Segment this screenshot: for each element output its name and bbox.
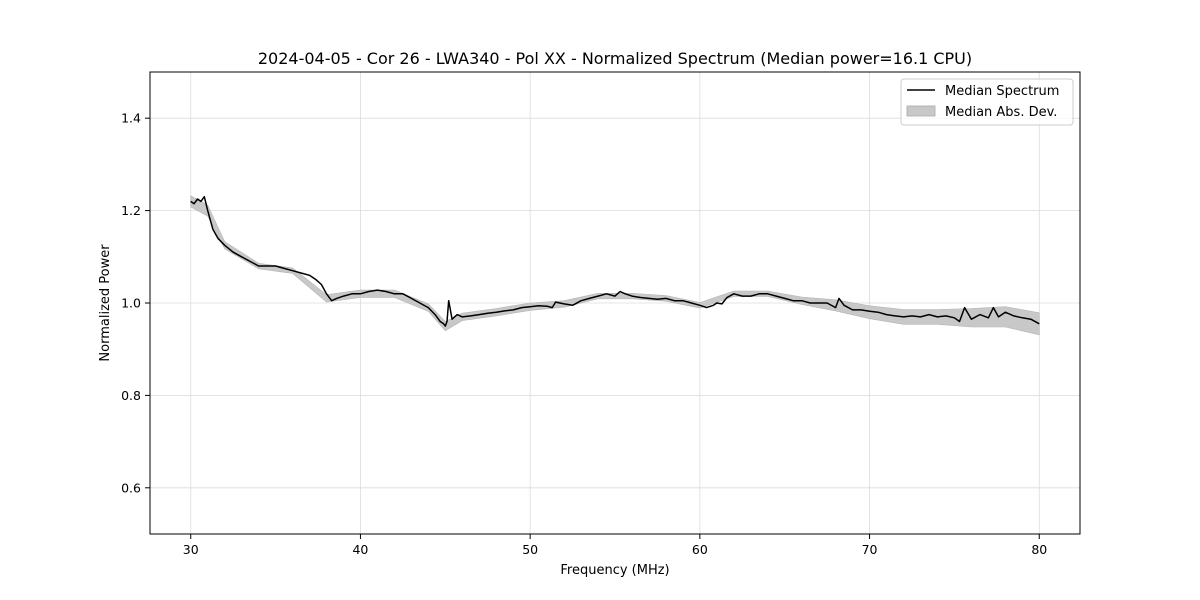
x-tick-label: 60 [692, 542, 708, 557]
y-tick-label: 1.4 [121, 111, 141, 126]
y-tick-label: 1.2 [121, 203, 141, 218]
x-ticks: 30 40 50 60 70 80 [183, 534, 1047, 557]
x-tick-label: 30 [183, 542, 199, 557]
y-tick-label: 1.0 [121, 296, 141, 311]
chart-title: 2024-04-05 - Cor 26 - LWA340 - Pol XX - … [258, 49, 972, 68]
y-axis-label: Normalized Power [98, 244, 113, 362]
legend: Median Spectrum Median Abs. Dev. [900, 78, 1074, 126]
x-tick-label: 70 [862, 542, 878, 557]
x-tick-label: 80 [1031, 542, 1047, 557]
y-ticks: 0.6 0.8 1.0 1.2 1.4 [121, 111, 150, 495]
y-tick-label: 0.8 [121, 388, 141, 403]
legend-mad-label: Median Abs. Dev. [945, 105, 1057, 120]
x-tick-label: 50 [522, 542, 538, 557]
legend-median-label: Median Spectrum [945, 84, 1059, 99]
median-spectrum-line [190, 195, 1040, 327]
median-line-layer [190, 195, 1040, 327]
y-tick-label: 0.6 [121, 480, 141, 495]
grid-layer [150, 72, 1080, 534]
legend-box [900, 78, 1074, 126]
x-axis-label: Frequency (MHz) [560, 563, 669, 578]
mad-band-layer [190, 195, 1040, 336]
legend-mad-swatch [906, 105, 936, 117]
mad-band [190, 195, 1040, 336]
x-tick-label: 40 [352, 542, 368, 557]
